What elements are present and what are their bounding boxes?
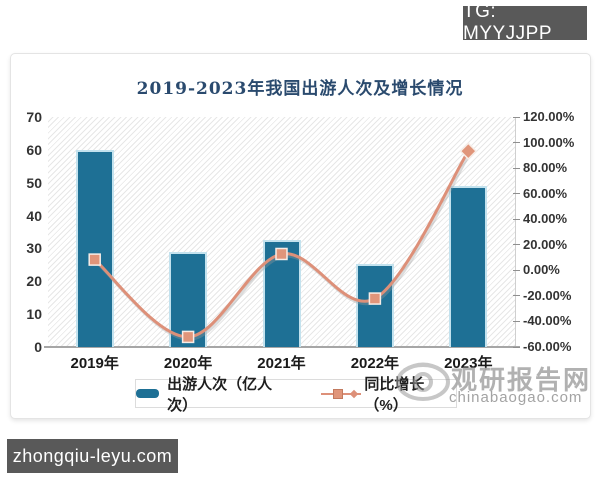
chart-title: 2019-2023年我国出游人次及增长情况 [136,79,464,99]
site-url-text: zhongqiu-leyu.com [12,445,173,466]
y-axis-right-tick-label: 120.00% [523,109,575,124]
bar-2021年 [262,240,301,347]
bar-series-swatch-icon [136,389,160,398]
watermark: 观研报告网 chinabaogao.com [396,358,596,412]
y-axis-right-tick-mark [513,269,520,271]
y-axis-right-tick-label: 0.00% [523,262,560,278]
bar-2020年 [169,252,208,347]
y-axis-right-tick-mark [513,193,520,195]
bar-2022年 [355,263,394,347]
y-axis-right-tick-mark [513,142,520,144]
y-axis-right-tick-label: 100.00% [523,134,575,150]
y-axis-right-tick-label: -20.00% [523,287,572,303]
right-axis-line [515,117,516,347]
legend-label-bar: 出游人次（亿人次） [167,375,273,414]
bar-2023年 [449,186,488,347]
line-series-swatch-icon [320,388,361,399]
legend-item-bar-series: 出游人次（亿人次） [136,373,287,415]
y-axis-right-tick-mark [513,346,520,348]
y-axis-left-tick-label: 60 [26,141,42,158]
y-axis-right-tick-label: -40.00% [523,313,572,329]
y-axis-left-tick-label: 70 [26,109,42,125]
x-axis-label-2021年: 2021年 [257,355,306,372]
y-axis-left-tick-label: 50 [26,174,42,191]
y-axis-right-tick-mark [513,244,520,246]
x-axis-line [44,346,520,348]
y-axis-right-tick-mark [513,295,520,297]
bar-2019年 [75,149,114,347]
y-axis-right-tick-label: 40.00% [523,211,568,227]
legend-item-line-series: 同比增长（%） [320,373,456,415]
x-axis-label-2023年: 2023年 [444,355,493,372]
y-axis-right-tick-label: 20.00% [523,236,568,252]
tg-contact-text: TG: MYYJJPP [463,1,553,44]
y-axis-right-tick-label: -60.00% [523,339,572,354]
y-axis-right-tick-label: 80.00% [523,160,568,176]
tg-contact-badge: TG: MYYJJPP [463,1,587,44]
x-axis-label-2022年: 2022年 [350,355,400,372]
y-axis-left-tick-label: 20 [26,273,42,290]
x-axis-label-2019年: 2019年 [70,355,119,372]
legend-label-line: 同比增长（%） [364,375,425,414]
y-axis-right-tick-mark [513,167,520,169]
y-axis-left-tick-label: 30 [26,240,42,257]
site-url-badge: zhongqiu-leyu.com [7,439,178,473]
y-axis-right-tick-mark [513,218,520,220]
eye-logo-icon [396,362,450,401]
watermark-site-name: 观研报告网 [451,365,592,395]
watermark-domain: chinabaogao.com [449,389,583,406]
x-axis-label-2020年: 2020年 [163,355,213,372]
y-axis-right-tick-mark [513,320,520,322]
y-axis-left-tick-label: 0 [34,339,42,355]
y-axis-right-tick-label: 60.00% [523,185,568,201]
y-axis-left-tick-label: 40 [26,207,42,224]
y-axis-right-tick-mark [513,116,520,118]
y-axis-left-tick-label: 10 [26,306,42,323]
